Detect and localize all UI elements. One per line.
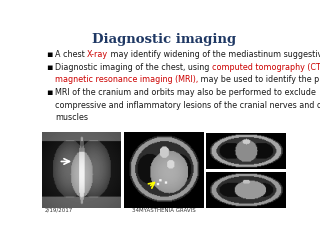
Text: A chest: A chest <box>55 50 87 59</box>
Text: may be used to identify the presence of a thymoma.: may be used to identify the presence of … <box>198 75 320 84</box>
Text: magnetic resonance imaging (MRI),: magnetic resonance imaging (MRI), <box>55 75 198 84</box>
Text: Diagnostic imaging of the chest, using: Diagnostic imaging of the chest, using <box>55 63 212 72</box>
Text: Diagnostic imaging: Diagnostic imaging <box>92 33 236 46</box>
Text: 2/19/2017: 2/19/2017 <box>45 208 73 213</box>
Text: computed tomography (CT): computed tomography (CT) <box>212 63 320 72</box>
Text: ▪: ▪ <box>46 50 53 59</box>
Text: 34MYASTHENIA GRAVIS: 34MYASTHENIA GRAVIS <box>132 208 196 213</box>
Text: may identify widening of the mediastinum suggestive of thymoma.: may identify widening of the mediastinum… <box>108 50 320 59</box>
Text: X-ray: X-ray <box>87 50 108 59</box>
Text: ▪: ▪ <box>46 63 53 72</box>
Text: ▪: ▪ <box>46 88 53 97</box>
Text: muscles: muscles <box>55 113 88 122</box>
Text: MRI of the cranium and orbits may also be performed to exclude: MRI of the cranium and orbits may also b… <box>55 88 316 97</box>
Text: compressive and inflammatory lesions of the cranial nerves and ocular: compressive and inflammatory lesions of … <box>55 101 320 109</box>
